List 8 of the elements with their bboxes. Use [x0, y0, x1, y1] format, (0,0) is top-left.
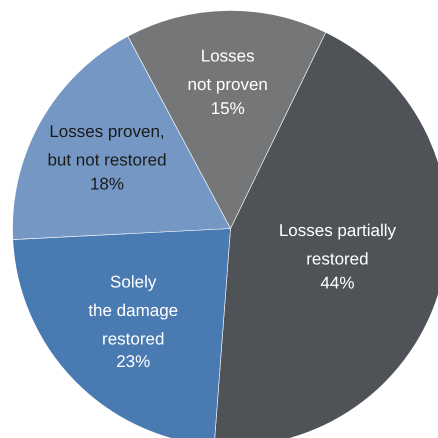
slice-label: Losses partially restored — [278, 220, 397, 268]
data-label: 18% — [90, 174, 124, 194]
slice-label: Losses proven, but not restored — [47, 122, 167, 170]
data-label: 23% — [116, 352, 150, 372]
slice-label: Solely the damage restored — [88, 272, 178, 349]
data-label: 44% — [320, 273, 354, 292]
data-label: 15% — [210, 99, 245, 118]
slice-label: Losses not proven — [188, 46, 268, 94]
